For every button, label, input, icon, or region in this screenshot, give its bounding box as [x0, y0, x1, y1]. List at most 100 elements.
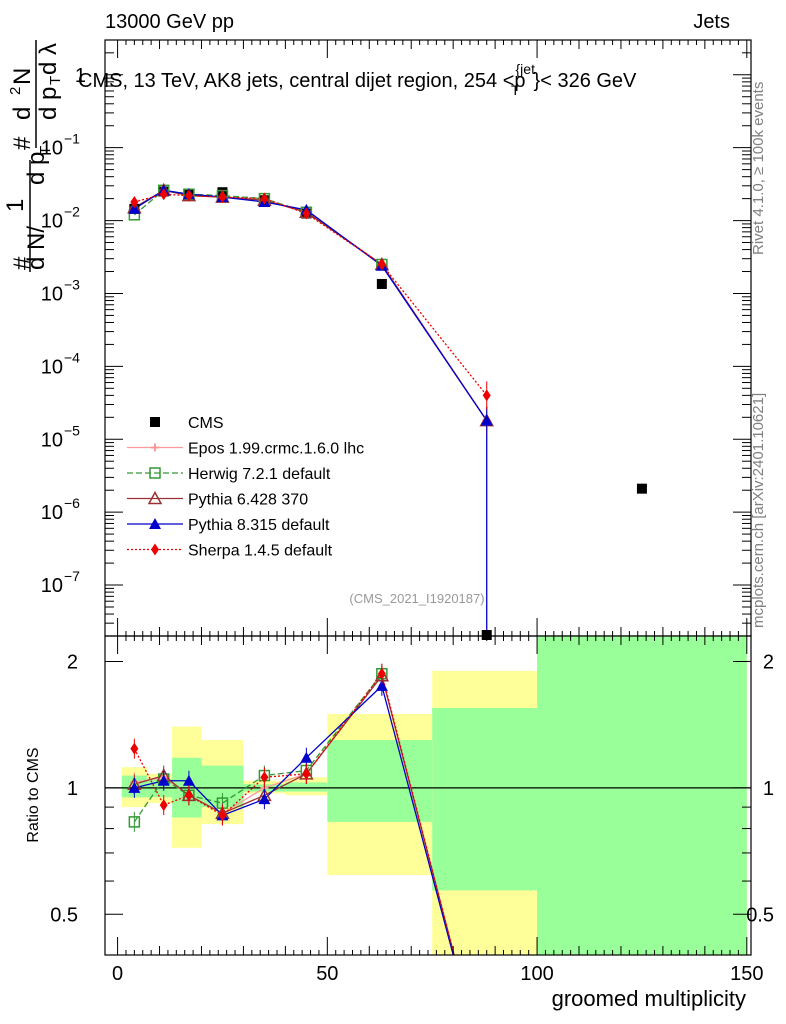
y-label-part: d λ — [35, 43, 62, 75]
top-y-tick-labels: 110−110−210−310−410−510−610−7 — [41, 65, 86, 597]
legend: CMS Epos 1.99.crmc.1.6.0 lhc Herwig 7.2.1 … — [127, 415, 364, 560]
data-point — [260, 192, 269, 205]
data-point — [218, 191, 227, 204]
ratio-point — [260, 771, 269, 784]
x-tick-label: 150 — [730, 963, 763, 985]
legend-label: Pythia 6.428 370 — [188, 492, 308, 509]
y-tick-label: 10 — [41, 575, 63, 597]
ratio-point — [130, 742, 139, 755]
series-line-top — [134, 189, 488, 422]
x-axis-label: groomed multiplicity — [552, 986, 746, 1011]
y-tick-label: 1 — [75, 65, 86, 87]
legend-marker — [149, 518, 161, 529]
side-label-mcplots: mcplots.cern.ch [arXiv:2401.10621] — [750, 393, 767, 628]
ratio-line — [133, 672, 455, 956]
x-tick-label: 0 — [112, 963, 123, 985]
y-tick-label: 10 — [41, 502, 63, 524]
y-label-part: # — [9, 136, 36, 150]
legend-label: Epos 1.99.crmc.1.6.0 lhc — [188, 441, 364, 458]
title-sup: {jet — [516, 61, 536, 77]
legend-marker — [147, 490, 163, 505]
uncertainty-band-inner — [285, 782, 328, 792]
data-point — [184, 189, 193, 202]
ratio-point — [300, 751, 313, 763]
top-panel: (CMS_2021_I1920187) CMS Epos 1.99.crmc.1.… — [104, 39, 752, 640]
data-point — [480, 414, 493, 426]
y-tick-label: 1 — [67, 778, 78, 800]
y-tick-label-exponent: −7 — [64, 568, 80, 584]
y-tick-label: 10 — [41, 429, 63, 451]
data-point — [159, 188, 168, 201]
legend-label: Herwig 7.2.1 default — [188, 466, 331, 483]
ratio-point — [159, 799, 168, 812]
y-tick-label-right: 1 — [763, 778, 774, 800]
title-sub: T — [511, 82, 520, 98]
svg-text:CMS, 13 TeV, AK8 jets, central: CMS, 13 TeV, AK8 jets, central dijet reg… — [78, 61, 637, 98]
y-tick-label: 2 — [67, 651, 78, 673]
series-line-top — [134, 193, 488, 396]
uncertainty-band-inner — [537, 636, 747, 955]
ratio-point — [128, 816, 141, 828]
watermark: (CMS_2021_I1920187) — [349, 591, 484, 606]
x-tick-label: 50 — [316, 963, 338, 985]
ratio-point — [375, 679, 388, 691]
data-point — [377, 258, 386, 271]
y-tick-label: 10 — [41, 356, 63, 378]
x-tick-label: 100 — [520, 963, 553, 985]
y-tick-label-exponent: −1 — [64, 131, 80, 147]
ratio-point — [128, 781, 141, 793]
data-point — [376, 278, 387, 289]
data-point — [128, 202, 141, 214]
series-line-top — [134, 189, 488, 422]
bottom-y-axis-label: Ratio to CMS — [25, 747, 42, 842]
data-point — [636, 483, 647, 494]
header-right: Jets — [693, 11, 730, 33]
data-point — [302, 207, 311, 220]
ratio-point — [218, 809, 227, 822]
y-tick-label: 10 — [41, 283, 63, 305]
ratio-point — [184, 789, 193, 802]
y-tick-label-exponent: −4 — [64, 349, 80, 365]
y-label-part: 2 — [7, 87, 24, 95]
y-label-part: N — [9, 68, 36, 85]
legend-label: Sherpa 1.4.5 default — [188, 543, 333, 560]
y-tick-label: 10 — [41, 138, 63, 160]
side-label-rivet: Rivet 4.1.0, ≥ 100k events — [750, 82, 767, 255]
ratio-point — [377, 667, 386, 680]
ratio-point — [302, 767, 311, 780]
title-main: CMS, 13 TeV, AK8 jets, central dijet reg… — [78, 70, 526, 92]
uncertainty-band-inner — [432, 707, 538, 891]
y-tick-label-exponent: −6 — [64, 495, 80, 511]
y-tick-label-exponent: −2 — [64, 204, 80, 220]
legend-label: Pythia 8.315 default — [188, 517, 330, 534]
ratio-line — [134, 674, 455, 956]
legend-marker — [150, 417, 160, 427]
plot-title: CMS, 13 TeV, AK8 jets, central dijet reg… — [78, 61, 637, 98]
ratio-point — [157, 774, 170, 786]
legend-label: CMS — [188, 415, 224, 432]
legend-marker — [151, 543, 159, 556]
bottom-panel: 0 50 100 150 0.5 0.5 1 1 2 2 — [50, 635, 774, 985]
data-point — [130, 195, 139, 208]
y-label-part: T — [47, 76, 64, 85]
y-tick-label-exponent: −5 — [64, 422, 80, 438]
y-tick-label: 10 — [41, 211, 63, 233]
y-label-part: d — [9, 107, 36, 120]
ratio-point — [182, 774, 195, 786]
legend-marker — [149, 467, 161, 479]
y-label-part: 1 — [2, 199, 29, 212]
y-tick-label-right: 2 — [763, 651, 774, 673]
y-label-part: T — [37, 146, 54, 155]
y-tick-label: 0.5 — [50, 904, 78, 926]
y-label-part: d p — [23, 152, 50, 185]
series-line-top — [134, 189, 488, 422]
y-tick-label-exponent: −3 — [64, 276, 80, 292]
legend-marker — [151, 443, 159, 452]
data-point — [482, 389, 491, 402]
title-end: }< 326 GeV — [534, 70, 638, 92]
y-tick-label-right: 0.5 — [746, 904, 774, 926]
y-label-part: d p — [35, 87, 62, 120]
header-left: 13000 GeV pp — [105, 11, 234, 33]
